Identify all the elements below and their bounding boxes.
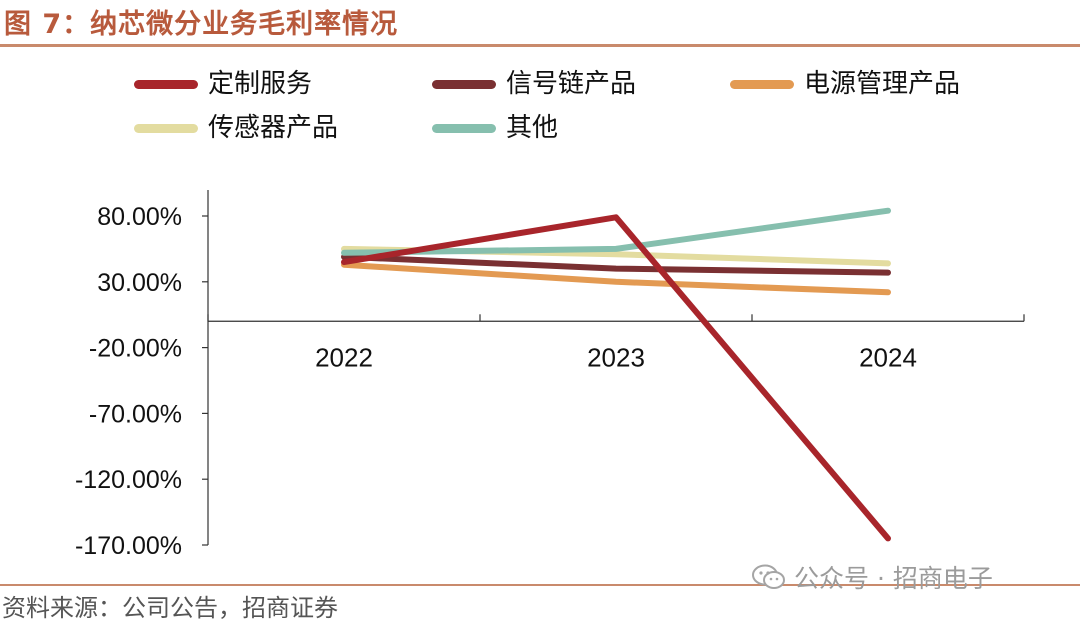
y-tick-label: -20.00%: [89, 335, 182, 363]
y-tick-label: -170.00%: [75, 532, 182, 560]
figure-title: 图 7：纳芯微分业务毛利率情况: [4, 9, 399, 40]
watermark-text: 公众号 · 招商电子: [794, 564, 993, 593]
legend-label: 定制服务: [208, 69, 313, 99]
legend-label: 其他: [506, 113, 559, 143]
x-tick-label: 2022: [315, 342, 373, 372]
series-line: [341, 214, 891, 542]
legend-swatch: [134, 80, 198, 89]
legend-label: 信号链产品: [506, 69, 637, 99]
legend-label: 传感器产品: [208, 113, 339, 143]
series-line: [341, 261, 891, 296]
source-note: 资料来源：公司公告，招商证券: [2, 594, 338, 622]
legend-swatch: [432, 124, 496, 133]
footer-divider: [0, 584, 1080, 586]
y-tick-label: 80.00%: [97, 203, 182, 231]
wechat-icon: [752, 564, 786, 590]
title-divider: [0, 44, 1080, 47]
x-tick-label: 2023: [587, 342, 645, 372]
legend-swatch: [432, 80, 496, 89]
x-tick-label: 2024: [859, 342, 917, 372]
legend-label: 电源管理产品: [804, 69, 961, 99]
y-tick-label: -70.00%: [89, 400, 182, 428]
legend-swatch: [730, 80, 794, 89]
y-tick-label: -120.00%: [75, 466, 182, 494]
series-line: [341, 207, 891, 256]
legend-swatch: [134, 124, 198, 133]
watermark: 公众号 · 招商电子: [752, 559, 993, 595]
y-tick-label: 30.00%: [97, 269, 182, 297]
series-line: [341, 253, 891, 276]
